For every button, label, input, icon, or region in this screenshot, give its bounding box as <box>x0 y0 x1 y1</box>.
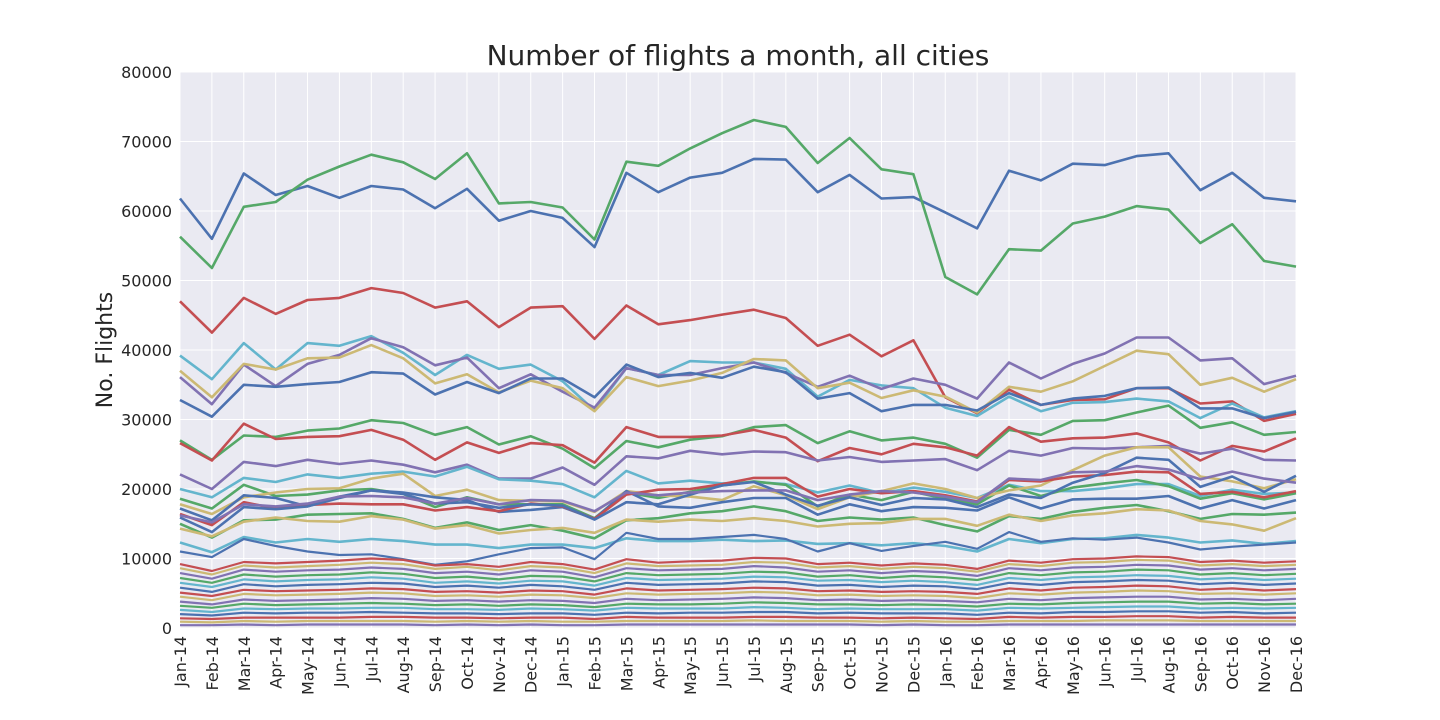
x-tick-label-8: Sep-14 <box>426 636 445 692</box>
x-tick-label-1: Feb-14 <box>203 636 222 690</box>
series-line-28 <box>179 589 1297 602</box>
y-tick-label-0: 0 <box>162 619 172 638</box>
y-tick-label-6: 60000 <box>121 202 172 221</box>
x-tick-label-23: Dec-15 <box>904 636 923 693</box>
series-line-8 <box>179 422 1297 464</box>
x-tick-label-28: May-16 <box>1064 636 1083 695</box>
series-line-24 <box>179 568 1297 584</box>
y-tick-label-3: 30000 <box>121 411 172 430</box>
series-line-26 <box>179 578 1297 594</box>
y-tick-label-8: 80000 <box>121 63 172 82</box>
x-tick-label-30: Jul-16 <box>1128 636 1147 682</box>
y-axis-ticks: 0 10000 20000 30000 40000 50000 60000 70000 8000… <box>121 63 172 638</box>
series-line-22 <box>179 558 1297 576</box>
series-line-12 <box>179 445 1297 516</box>
y-tick-label-2: 20000 <box>121 480 172 499</box>
y-tick-label-1: 10000 <box>121 550 172 569</box>
x-tick-label-7: Aug-14 <box>394 636 413 693</box>
series-line-16 <box>179 464 1297 524</box>
series-line-33 <box>179 615 1296 621</box>
series-line-27 <box>179 584 1297 598</box>
x-tick-label-24: Jan-16 <box>936 636 955 688</box>
x-tick-label-12: Jan-15 <box>554 636 573 688</box>
x-tick-label-20: Sep-15 <box>809 636 828 692</box>
x-tick-label-3: Apr-14 <box>267 636 286 689</box>
x-tick-label-33: Oct-16 <box>1223 636 1242 690</box>
x-tick-label-27: Apr-16 <box>1032 636 1051 689</box>
x-tick-label-11: Dec-14 <box>522 636 541 693</box>
series-line-3 <box>179 334 1297 420</box>
series-line-21 <box>179 555 1297 573</box>
x-tick-label-6: Jul-14 <box>362 636 381 682</box>
x-tick-label-35: Dec-16 <box>1287 636 1306 693</box>
x-tick-label-32: Sep-16 <box>1191 636 1210 692</box>
x-tick-label-18: Jul-15 <box>745 636 764 682</box>
series-line-9 <box>179 444 1297 491</box>
series-line-31 <box>179 605 1297 614</box>
x-tick-label-21: Oct-15 <box>841 636 860 690</box>
series-line-2 <box>179 286 1297 423</box>
x-tick-label-9: Oct-14 <box>458 636 477 690</box>
x-tick-label-0: Jan-14 <box>171 636 190 688</box>
x-tick-label-15: Apr-15 <box>649 636 668 689</box>
y-axis-label: No. Flights <box>93 292 118 408</box>
series-line-32 <box>179 610 1297 617</box>
y-tick-label-7: 70000 <box>121 133 172 152</box>
series-line-5 <box>179 343 1297 414</box>
x-tick-label-34: Nov-16 <box>1255 636 1274 693</box>
series-line-18 <box>179 507 1297 538</box>
x-tick-label-2: Mar-14 <box>235 636 254 691</box>
x-tick-label-10: Nov-14 <box>490 636 509 693</box>
series-line-19 <box>179 533 1297 554</box>
x-tick-label-25: Feb-16 <box>968 636 987 690</box>
series-line-25 <box>179 574 1297 589</box>
chart-title: Number of flights a month, all cities <box>487 39 990 72</box>
series-line-29 <box>179 595 1297 606</box>
x-tick-label-13: Feb-15 <box>586 636 605 690</box>
x-tick-label-4: May-14 <box>299 636 318 695</box>
x-tick-label-16: May-15 <box>681 636 700 695</box>
x-tick-label-17: Jun-15 <box>713 636 732 688</box>
y-tick-label-5: 50000 <box>121 272 172 291</box>
series-line-17 <box>179 503 1297 540</box>
series-line-14 <box>179 470 1297 527</box>
series-line-23 <box>179 563 1297 580</box>
x-tick-label-31: Aug-16 <box>1159 636 1178 693</box>
x-tick-label-26: Mar-16 <box>1000 636 1019 691</box>
x-tick-label-29: Jun-16 <box>1096 636 1115 688</box>
x-tick-label-22: Nov-15 <box>872 636 891 693</box>
series-line-35 <box>180 623 1296 627</box>
y-tick-label-4: 40000 <box>121 341 172 360</box>
series-layer <box>178 118 1297 627</box>
series-line-30 <box>179 600 1297 609</box>
x-tick-label-5: Jun-14 <box>330 636 349 688</box>
x-tick-label-14: Mar-15 <box>617 636 636 691</box>
x-tick-label-19: Aug-15 <box>777 636 796 693</box>
series-line-0 <box>178 152 1297 249</box>
series-line-34 <box>179 619 1296 624</box>
series-line-6 <box>179 363 1297 420</box>
series-line-20 <box>179 530 1297 566</box>
x-axis-ticks: Jan-14 Feb-14 Mar-14 Apr-14 May-14 Jun-14 Jul-… <box>171 636 1306 695</box>
series-line-1 <box>179 118 1297 296</box>
